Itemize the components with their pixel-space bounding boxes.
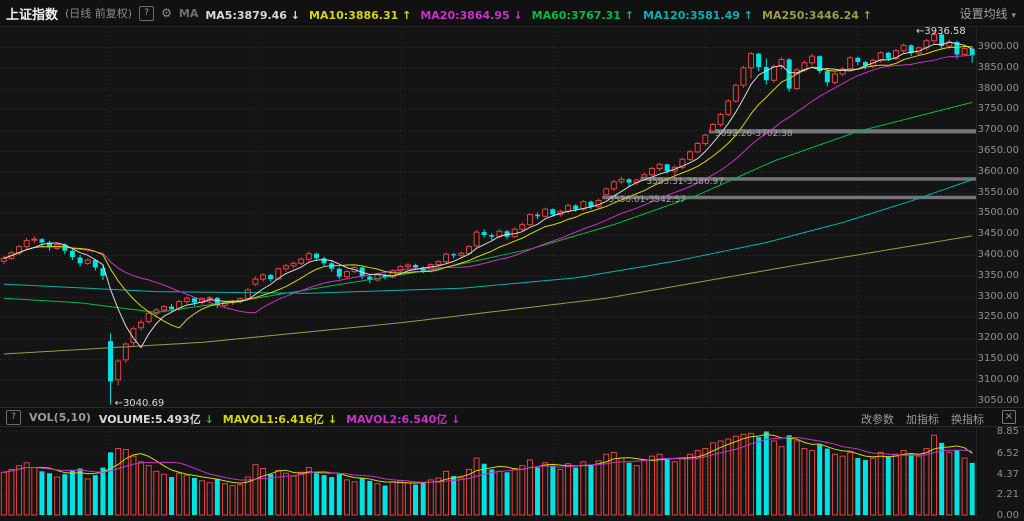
price-axis-label: 3300.00: [977, 290, 1019, 302]
price-axis-label: 3600.00: [977, 165, 1019, 177]
price-axis-label: 3750.00: [977, 103, 1019, 115]
caret-down-icon: ▾: [1011, 10, 1016, 21]
price-axis-label: 3450.00: [977, 228, 1019, 240]
trend-arrow-icon: ↓: [451, 412, 461, 426]
change-params-button[interactable]: 改参数: [861, 412, 894, 426]
volume-legend: VOLUME:5.493亿 ↓ MAVOL1:6.416亿 ↓ MAVOL2:6.5…: [99, 408, 470, 427]
ma-legend: MA5:3879.46 ↓ MA10:3886.31 ↑ MA20:3864.95 …: [205, 4, 881, 23]
price-chart-canvas[interactable]: [0, 27, 976, 407]
mavol2-readout: MAVOL2:6.540亿 ↓: [346, 412, 461, 426]
price-axis-label: 3050.00: [977, 394, 1019, 406]
ma-settings-dropdown[interactable]: 设置均线 ▾: [960, 5, 1016, 22]
trend-arrow-icon: ↓: [204, 412, 214, 426]
price-axis-label: 3500.00: [977, 207, 1019, 219]
ma20-readout: MA20:3864.95 ↓: [420, 8, 523, 22]
trend-arrow-icon: ↓: [290, 8, 301, 22]
volume-chart-canvas[interactable]: [0, 427, 976, 518]
price-axis-label: 3550.00: [977, 186, 1019, 198]
close-indicator-icon[interactable]: ×: [1002, 410, 1016, 424]
volume-axis-label: 8.85: [996, 426, 1019, 437]
price-axis-label: 3150.00: [977, 353, 1019, 364]
ma10-readout: MA10:3886.31 ↑: [309, 8, 412, 22]
index-title: 上证指数: [6, 7, 59, 23]
price-axis-label: 3850.00: [977, 61, 1019, 73]
trend-arrow-icon: ↑: [624, 8, 634, 22]
ma5-readout: MA5:3879.46 ↓: [205, 8, 301, 22]
price-axis-label: 3200.00: [977, 332, 1019, 344]
volume-axis-label: 2.21: [996, 489, 1019, 501]
volume-toolbar: 改参数 加指标 换指标: [849, 408, 984, 427]
volume-axis-label: 6.52: [996, 448, 1019, 460]
price-axis-label: 3700.00: [977, 124, 1019, 136]
mavol1-readout: MAVOL1:6.416亿 ↓: [222, 412, 338, 426]
trend-arrow-icon: ↑: [862, 8, 872, 22]
volume-chart-pane: 8.85 6.52 4.37 2.21 0.00: [0, 426, 1024, 521]
price-chart-pane: 3900.00 3850.00 3800.00 3750.00 3700.00 3650.…: [0, 26, 1024, 409]
ma-prefix-label: MA: [178, 6, 199, 20]
volume-axis-label: 4.37: [996, 468, 1019, 480]
price-axis-label: 3900.00: [977, 41, 1019, 52]
price-axis-label: 3800.00: [977, 82, 1019, 94]
price-axis-label: 3100.00: [977, 373, 1019, 385]
add-indicator-button[interactable]: 加指标: [906, 412, 939, 426]
ma250-readout: MA250:3446.24 ↑: [761, 8, 872, 22]
ma60-readout: MA60:3767.31 ↑: [531, 8, 634, 22]
price-axis-label: 3400.00: [977, 249, 1019, 260]
volume-readout: VOLUME:5.493亿 ↓: [98, 412, 214, 426]
volume-axis-label: 0.00: [996, 510, 1019, 521]
volume-help-icon[interactable]: ?: [6, 409, 21, 425]
volume-pane-header: ? VOL(5,10) VOLUME:5.493亿 ↓ MAVOL1:6.416亿…: [0, 407, 1024, 427]
volume-axis: 8.85 6.52 4.37 2.21 0.00: [976, 426, 1024, 521]
trend-arrow-icon: ↑: [402, 8, 412, 22]
settings-gear-icon[interactable]: ⚙: [161, 5, 172, 20]
trend-arrow-icon: ↑: [743, 8, 753, 22]
price-axis: 3900.00 3850.00 3800.00 3750.00 3700.00 3650.…: [976, 27, 1024, 407]
help-icon[interactable]: ?: [139, 5, 155, 21]
volume-indicator-label: VOL(5,10): [29, 410, 91, 424]
trend-arrow-icon: ↓: [513, 8, 523, 22]
trend-arrow-icon: ↓: [327, 412, 338, 426]
price-axis-label: 3650.00: [977, 145, 1019, 156]
ma120-readout: MA120:3581.49 ↑: [643, 8, 753, 22]
ma-settings-label: 设置均线: [959, 6, 1008, 21]
price-axis-label: 3250.00: [977, 311, 1019, 323]
price-pane-header: 上证指数 (日线 前复权) ? ⚙ MA MA5:3879.46 ↓ MA10:3…: [0, 0, 1024, 27]
price-axis-label: 3350.00: [977, 269, 1019, 281]
switch-indicator-button[interactable]: 换指标: [951, 412, 984, 426]
chart-mode-label: (日线 前复权): [65, 7, 133, 20]
